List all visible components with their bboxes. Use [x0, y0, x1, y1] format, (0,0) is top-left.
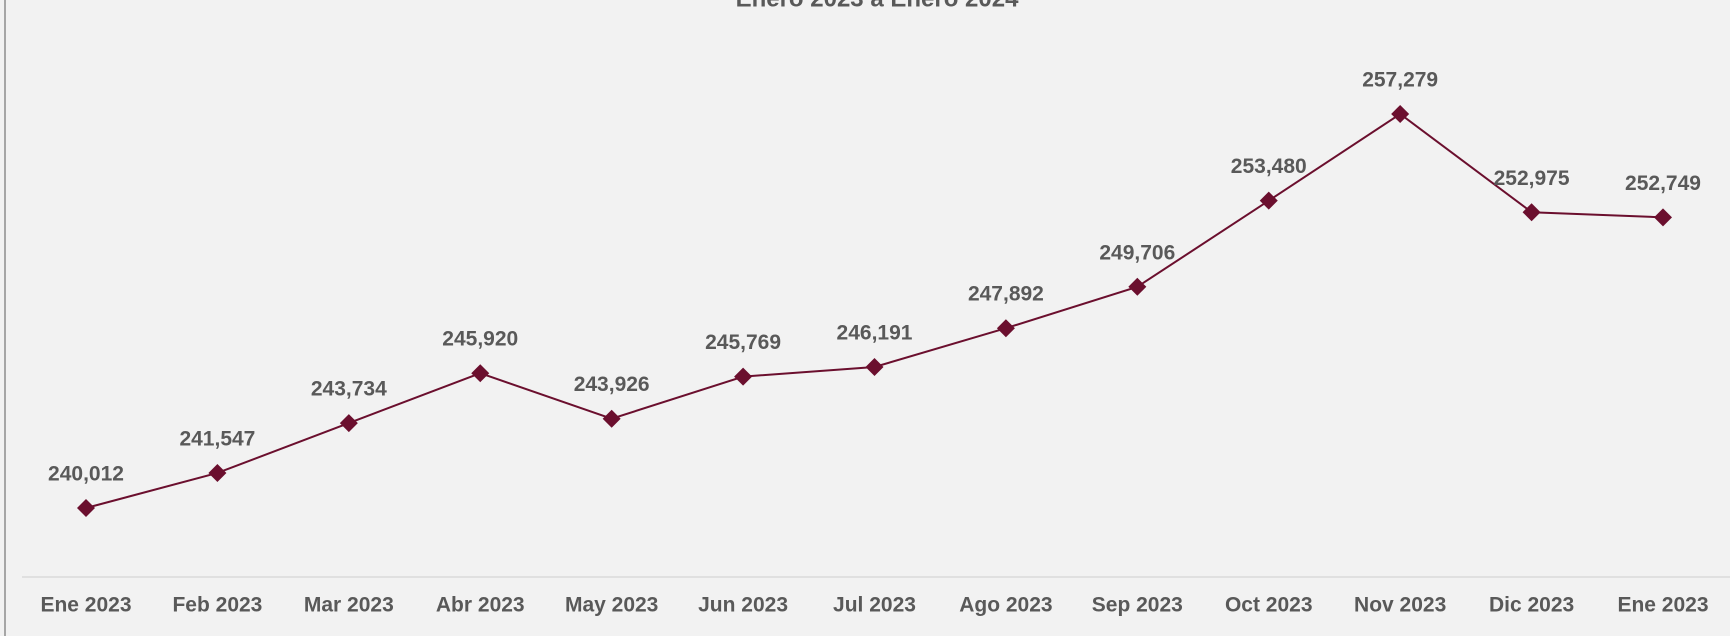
- data-label: 257,279: [1362, 69, 1438, 92]
- data-point: [734, 367, 753, 386]
- data-point: [1654, 208, 1672, 227]
- x-tick-label: Oct 2023: [1225, 594, 1313, 617]
- x-tick-label: Mar 2023: [304, 594, 394, 617]
- x-tick-label: Ene 2023: [1617, 594, 1708, 617]
- data-label: 245,920: [442, 328, 518, 351]
- data-label: 252,749: [1625, 172, 1701, 195]
- x-tick-label: Nov 2023: [1354, 594, 1446, 617]
- data-label: 246,191: [837, 322, 913, 345]
- data-label: 243,926: [574, 373, 650, 396]
- x-tick-label: Abr 2023: [436, 594, 525, 617]
- data-point: [602, 409, 621, 428]
- data-label: 240,012: [48, 463, 124, 486]
- data-point: [471, 364, 490, 383]
- data-label: 247,892: [968, 283, 1044, 306]
- data-label: 252,975: [1494, 167, 1570, 190]
- data-point: [1259, 191, 1278, 210]
- x-tick-label: Ene 2023: [40, 594, 131, 617]
- data-label: 241,547: [179, 428, 255, 451]
- data-point: [865, 358, 884, 377]
- data-point: [77, 499, 95, 517]
- data-label: 253,480: [1231, 155, 1307, 178]
- data-label: 249,706: [1099, 241, 1175, 264]
- x-tick-label: Jun 2023: [698, 594, 788, 617]
- x-tick-label: Dic 2023: [1489, 594, 1574, 617]
- data-point: [1391, 105, 1410, 123]
- data-point: [1522, 203, 1541, 222]
- data-point: [1128, 277, 1147, 296]
- data-label: 243,734: [311, 378, 387, 401]
- data-point: [208, 463, 227, 482]
- data-label: 245,769: [705, 331, 781, 354]
- data-point: [339, 414, 358, 433]
- x-tick-label: Feb 2023: [172, 594, 262, 617]
- x-tick-label: Sep 2023: [1092, 594, 1183, 617]
- x-tick-label: May 2023: [565, 594, 658, 617]
- data-point: [996, 319, 1015, 338]
- x-tick-label: Ago 2023: [959, 594, 1052, 617]
- x-tick-label: Jul 2023: [833, 594, 916, 617]
